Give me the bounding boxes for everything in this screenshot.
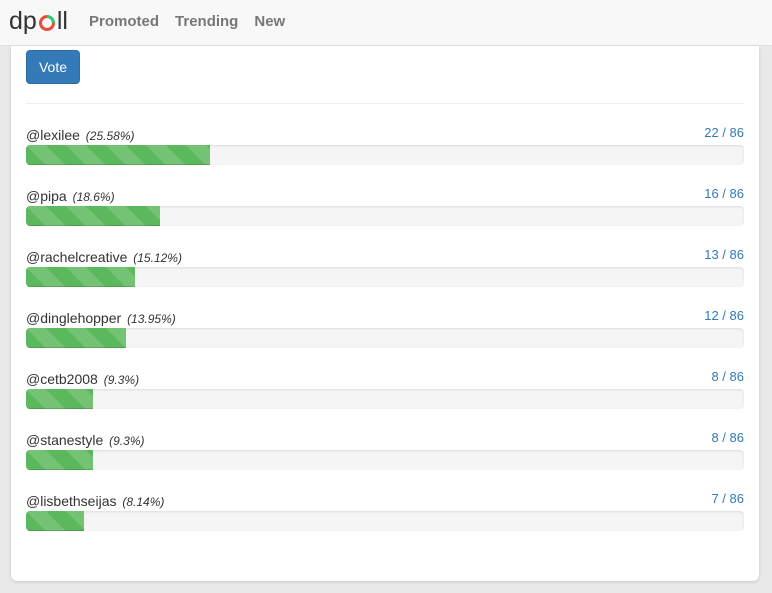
result-row: @cetb2008 (9.3%) 8 / 86 <box>26 369 744 430</box>
result-percent: (15.12%) <box>133 251 182 265</box>
result-label: @stanestyle (9.3%) <box>26 430 144 451</box>
progress-track <box>26 267 744 287</box>
result-count: 16 / 86 <box>704 186 744 201</box>
result-count: 8 / 86 <box>711 369 744 384</box>
result-count: 12 / 86 <box>704 308 744 323</box>
progress-track <box>26 145 744 165</box>
result-label: @lisbethseijas (8.14%) <box>26 491 164 512</box>
result-row: @stanestyle (9.3%) 8 / 86 <box>26 430 744 491</box>
result-user[interactable]: @dinglehopper <box>26 310 122 326</box>
result-percent: (9.3%) <box>109 434 145 448</box>
result-user[interactable]: @cetb2008 <box>26 371 98 387</box>
result-row: @pipa (18.6%) 16 / 86 <box>26 186 744 247</box>
result-user[interactable]: @pipa <box>26 188 67 204</box>
progress-bar <box>26 328 127 348</box>
progress-bar <box>26 389 93 409</box>
result-user[interactable]: @lisbethseijas <box>26 493 117 509</box>
result-percent: (25.58%) <box>85 129 135 143</box>
result-percent: (8.14%) <box>122 495 165 509</box>
brand-text-end: ll <box>56 6 68 35</box>
result-row: @dinglehopper (13.95%) 12 / 86 <box>26 308 744 369</box>
nav-promoted[interactable]: Promoted <box>89 13 160 30</box>
progress-track <box>26 206 744 226</box>
progress-track <box>26 450 744 470</box>
result-label: @pipa (18.6%) <box>26 186 115 207</box>
poll-panel: Vote @lexilee (25.58%) 22 / 86 @pipa (18… <box>11 46 759 581</box>
result-percent: (13.95%) <box>127 312 176 326</box>
result-row: @lexilee (25.58%) 22 / 86 <box>26 125 744 186</box>
result-percent: (9.3%) <box>103 373 140 387</box>
result-count: 8 / 86 <box>711 430 744 445</box>
progress-bar <box>26 145 210 165</box>
progress-track <box>26 328 744 348</box>
result-user[interactable]: @stanestyle <box>26 432 104 448</box>
navbar: dp ll Promoted Trending New <box>0 0 772 46</box>
result-count: 7 / 86 <box>711 491 744 506</box>
progress-track <box>26 389 744 409</box>
nav-links: Promoted Trending New <box>89 13 301 30</box>
result-label: @rachelcreative (15.12%) <box>26 247 182 268</box>
results-list: @lexilee (25.58%) 22 / 86 @pipa (18.6%) … <box>26 125 744 552</box>
result-label: @dinglehopper (13.95%) <box>26 308 176 329</box>
progress-bar <box>26 450 93 470</box>
result-row: @lisbethseijas (8.14%) 7 / 86 <box>26 491 744 552</box>
vote-button[interactable]: Vote <box>26 50 80 84</box>
progress-bar <box>26 206 160 226</box>
nav-trending[interactable]: Trending <box>175 13 239 30</box>
result-user[interactable]: @lexilee <box>26 127 80 143</box>
result-row: @rachelcreative (15.12%) 13 / 86 <box>26 247 744 308</box>
progress-bar <box>26 267 135 287</box>
poll-o-icon <box>38 15 55 31</box>
brand-logo[interactable]: dp ll <box>9 6 68 36</box>
result-count: 22 / 86 <box>704 125 744 140</box>
brand-text-start: dp <box>9 6 37 35</box>
progress-track <box>26 511 744 531</box>
result-count: 13 / 86 <box>704 247 744 262</box>
result-label: @cetb2008 (9.3%) <box>26 369 139 390</box>
divider <box>26 103 744 104</box>
result-percent: (18.6%) <box>72 190 115 204</box>
progress-bar <box>26 511 85 531</box>
result-label: @lexilee (25.58%) <box>26 125 135 146</box>
nav-new[interactable]: New <box>254 13 286 30</box>
result-user[interactable]: @rachelcreative <box>26 249 128 265</box>
